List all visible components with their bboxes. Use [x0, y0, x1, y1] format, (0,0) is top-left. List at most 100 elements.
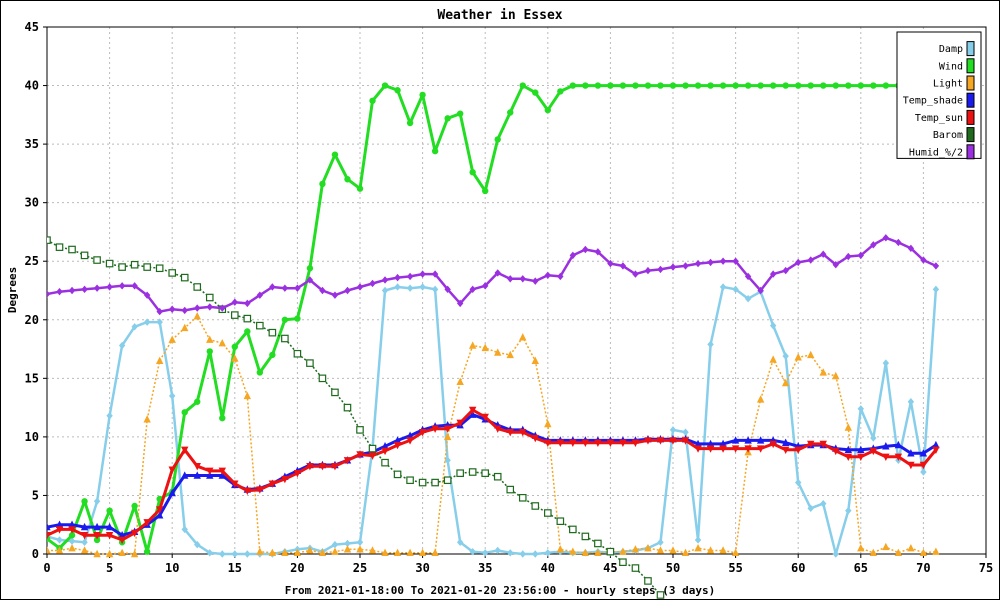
data-point-temp-sun [781, 446, 790, 454]
data-point-temp-sun [932, 446, 940, 454]
data-point-temp-sun [819, 440, 827, 449]
data-point-temp-sun [47, 532, 51, 540]
data-point-barom [644, 577, 652, 585]
data-point-light [80, 546, 89, 554]
data-point-wind [607, 82, 614, 89]
legend-label-wind: Wind [939, 61, 963, 72]
data-point-temp-sun [55, 526, 64, 534]
data-point-barom [443, 476, 452, 485]
data-point-temp-sun [756, 445, 765, 453]
data-point-humid-2 [870, 241, 877, 249]
data-point-temp-shade [381, 442, 389, 450]
data-point-humid-2 [632, 270, 639, 278]
data-point-light [381, 548, 389, 557]
legend: Damp Wind Light Temp_shade Temp_sun Barom Humi… [896, 31, 982, 160]
data-point-light [105, 549, 114, 558]
data-point-barom [393, 470, 402, 479]
data-point-wind [219, 414, 226, 422]
data-point-wind [582, 82, 589, 89]
data-point-humid-2 [156, 307, 163, 316]
legend-swatch-barom [966, 127, 975, 143]
data-point-barom [506, 485, 515, 494]
data-point-wind [569, 82, 577, 89]
data-point-temp-sun [531, 434, 539, 443]
data-point-light [619, 547, 627, 555]
data-point-barom [431, 478, 439, 487]
series-damp [47, 283, 940, 558]
data-point-barom [631, 564, 640, 572]
data-point-barom [143, 263, 151, 271]
data-point-damp [820, 499, 827, 508]
data-point-damp [456, 538, 464, 546]
data-point-temp-sun [882, 453, 890, 461]
y-tick-label: 10 [25, 430, 39, 444]
data-point-temp-shade [93, 522, 101, 531]
data-point-damp [494, 546, 501, 555]
y-tick-label: 0 [32, 547, 39, 561]
data-point-humid-2 [143, 291, 151, 299]
data-point-light [919, 548, 928, 557]
data-point-humid-2 [732, 257, 739, 265]
data-point-temp-shade [105, 522, 114, 531]
data-point-temp-sun [919, 461, 928, 470]
data-point-humid-2 [519, 275, 526, 283]
data-point-temp-shade [80, 522, 89, 531]
data-point-light [130, 549, 139, 558]
data-point-damp [807, 504, 814, 513]
data-point-barom [105, 259, 114, 268]
data-point-temp-sun [356, 451, 364, 459]
data-point-wind [644, 82, 652, 89]
data-point-light [494, 348, 502, 356]
legend-label-humid-2: Humid_%/2 [909, 147, 963, 158]
data-point-barom [343, 403, 352, 412]
data-point-temp-sun [594, 439, 602, 447]
data-point-damp [932, 285, 940, 294]
data-point-damp [219, 550, 226, 558]
data-point-wind [256, 369, 264, 376]
data-point-damp [93, 497, 101, 505]
data-point-temp-sun [494, 425, 502, 433]
data-point-temp-sun [193, 462, 201, 471]
data-point-light [794, 353, 802, 361]
data-point-light [531, 356, 539, 364]
data-point-barom [594, 539, 602, 548]
data-point-humid-2 [694, 259, 702, 268]
data-point-temp-shade [168, 488, 176, 497]
data-point-temp-sun [769, 440, 777, 449]
data-point-barom [619, 558, 627, 566]
data-point-humid-2 [406, 272, 414, 281]
data-point-damp [431, 285, 439, 294]
data-point-wind [456, 110, 464, 117]
legend-swatch-humid-2 [966, 144, 975, 160]
legend-label-temp-shade: Temp_shade [903, 96, 963, 107]
data-point-temp-sun [293, 469, 302, 478]
data-point-wind [356, 185, 364, 192]
data-point-barom [68, 245, 76, 254]
data-point-wind [807, 82, 814, 89]
data-point-barom [268, 328, 277, 337]
data-point-barom [418, 478, 427, 487]
data-point-wind [344, 176, 351, 183]
data-point-temp-sun [631, 439, 640, 447]
data-point-temp-sun [656, 437, 665, 445]
y-axis-label: Degrees [6, 267, 19, 313]
data-point-damp [657, 538, 664, 546]
data-point-humid-2 [93, 284, 101, 292]
data-point-light [656, 546, 665, 554]
series-light [47, 312, 940, 558]
data-point-barom [656, 591, 665, 599]
data-point-wind [544, 106, 551, 114]
data-point-damp [907, 398, 915, 406]
data-point-temp-shade [393, 436, 402, 444]
data-point-wind [882, 82, 890, 89]
data-point-humid-2 [68, 286, 76, 295]
data-point-light [93, 549, 101, 558]
data-point-light [406, 548, 414, 557]
data-point-damp [920, 468, 927, 476]
x-tick-label: 15 [228, 561, 242, 575]
data-point-temp-sun [694, 445, 702, 453]
data-point-wind [744, 82, 752, 89]
data-point-temp-sun [256, 486, 264, 494]
x-tick-label: 35 [478, 561, 492, 575]
data-point-temp-sun [268, 480, 277, 488]
